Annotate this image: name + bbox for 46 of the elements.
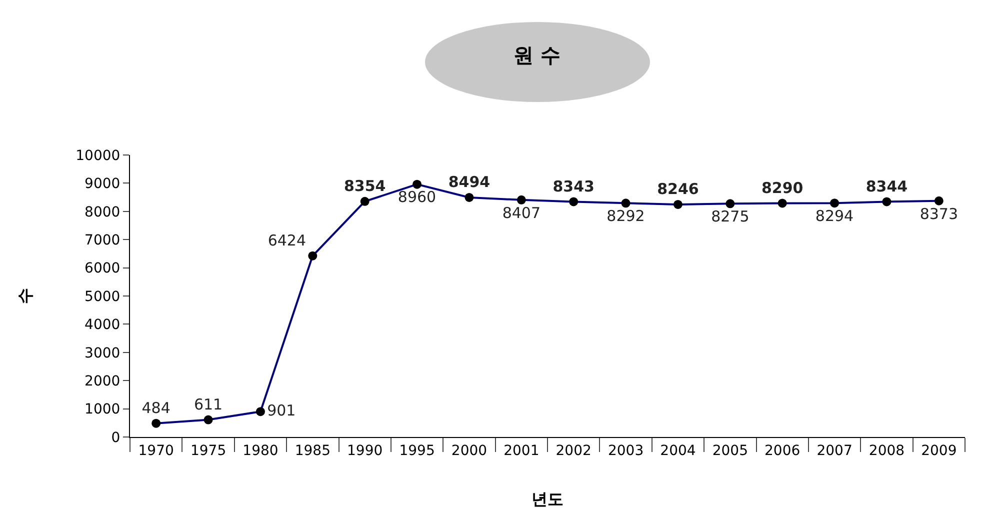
x-tick-label: 1970 [138,442,174,459]
x-tick-label: 2009 [921,442,957,459]
data-label: 901 [267,401,296,420]
data-label: 6424 [268,231,306,250]
y-axis-title: 수 [16,288,35,304]
data-label: 8344 [866,177,908,196]
y-tick-label: 6000 [84,260,120,277]
data-label: 8494 [448,173,490,192]
x-tick-label: 2002 [556,442,592,459]
x-tick-label: 2008 [868,442,905,459]
x-axis-title: 년도 [532,490,564,508]
data-label: 8960 [398,188,436,206]
x-tick-label: 1980 [242,442,278,459]
y-tick-label: 5000 [84,288,120,305]
chart-title: 원 수 [514,42,560,67]
data-label: 8275 [711,208,750,226]
data-label: 8354 [344,177,386,196]
y-tick-label: 3000 [84,345,120,362]
x-tick-label: 1975 [190,442,226,459]
x-tick-label: 2006 [764,442,800,459]
y-tick-label: 1000 [84,402,120,418]
y-tick-label: 7000 [84,232,120,248]
data-label: 8407 [502,204,541,222]
y-tick-label: 9000 [84,176,120,192]
y-tick-label: 10000 [76,148,120,164]
y-tick-label: 8000 [84,204,120,220]
x-tick-label: 2003 [608,442,644,459]
y-tick-label: 4000 [84,317,120,334]
data-label: 8373 [920,204,958,223]
data-label: 8246 [657,180,699,198]
x-tick-label: 1985 [294,442,330,459]
x-tick-label: 2001 [504,442,540,459]
data-label: 8294 [815,206,854,225]
y-tick-label: 2000 [84,374,120,390]
data-label: 611 [194,395,223,414]
x-tick-label: 2004 [660,442,696,459]
x-tick-label: 1990 [347,442,383,459]
data-label: 8343 [552,177,594,196]
x-tick-label: 2000 [451,442,488,459]
x-tick-label: 1995 [399,442,435,459]
x-tick-label: 2007 [816,442,852,459]
y-tick-label: 0 [111,430,120,446]
data-label: 8292 [606,207,645,226]
x-tick-label: 2005 [712,442,748,459]
data-label: 484 [142,398,170,417]
data-label: 8290 [761,178,804,197]
